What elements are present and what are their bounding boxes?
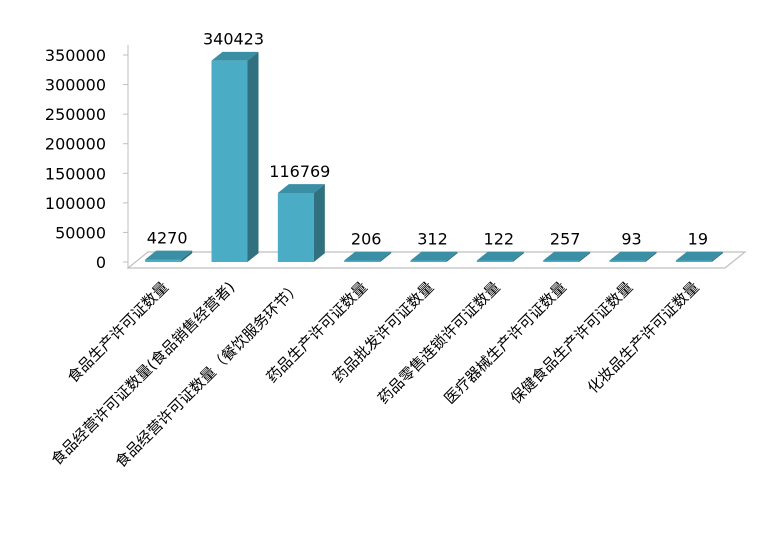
bar xyxy=(410,251,458,262)
bar-front xyxy=(476,260,513,262)
x-tick-label: 化妆品生产许可证数量 xyxy=(584,278,703,397)
bar-front xyxy=(145,259,182,262)
bar-top xyxy=(211,51,259,61)
bar-front xyxy=(410,260,447,262)
bar xyxy=(277,184,325,262)
bar-top xyxy=(410,251,458,261)
data-label: 340423 xyxy=(203,30,264,49)
bar-side xyxy=(247,51,259,263)
y-axis: 0 50000 100000 150000 200000 250000 300000 3500… xyxy=(45,45,129,272)
data-label: 4270 xyxy=(147,228,188,247)
bars xyxy=(145,51,723,263)
bar-side xyxy=(181,250,193,262)
data-labels: 4270 340423 116769 206 312 122 257 93 19 xyxy=(147,30,708,249)
bar-side xyxy=(380,251,392,262)
bar-front xyxy=(344,260,381,262)
bar xyxy=(145,250,193,262)
bar-side xyxy=(645,251,657,262)
bar xyxy=(476,251,524,262)
bar-top xyxy=(145,250,193,260)
bar-top xyxy=(543,251,591,261)
data-label: 116769 xyxy=(269,162,330,181)
data-label: 19 xyxy=(688,230,708,249)
bar-front xyxy=(277,192,314,262)
data-label: 93 xyxy=(621,230,641,249)
bar-top xyxy=(344,251,392,261)
bar xyxy=(675,251,723,262)
x-tick-label: 药品零售连锁许可证数量 xyxy=(374,278,503,407)
bar xyxy=(211,51,259,263)
y-tick-label: 50000 xyxy=(55,223,106,242)
data-label: 312 xyxy=(417,230,448,249)
bar xyxy=(543,251,591,262)
x-tick-label: 保健食品生产许可证数量 xyxy=(507,278,636,407)
y-tick-label: 300000 xyxy=(45,76,106,95)
y-tick-label: 100000 xyxy=(45,194,106,213)
data-label: 122 xyxy=(484,230,515,249)
bar-top xyxy=(675,251,723,261)
bar-top xyxy=(277,184,325,193)
bar-side xyxy=(446,251,458,262)
y-tick-label: 250000 xyxy=(45,105,106,124)
bar-front xyxy=(609,260,646,262)
bar-top xyxy=(476,251,524,261)
bar-side xyxy=(512,251,524,262)
y-tick-label: 350000 xyxy=(45,46,106,65)
y-tick-label: 200000 xyxy=(45,135,106,154)
bar-front xyxy=(543,260,580,262)
data-label: 257 xyxy=(550,230,581,249)
y-tick-label: 150000 xyxy=(45,164,106,183)
data-label: 206 xyxy=(351,230,382,249)
x-axis-labels: 食品生产许可证数量食品经营许可证数量(食品销售经营者)食品经营许可证数量（餐饮服… xyxy=(48,278,703,471)
y-tick-label: 0 xyxy=(96,253,106,272)
bar xyxy=(609,251,657,262)
bar-side xyxy=(579,251,591,262)
x-tick-label: 医疗器械生产许可证数量 xyxy=(441,278,570,407)
bar-front xyxy=(211,60,248,263)
bar-front xyxy=(675,260,712,262)
bar xyxy=(344,251,392,262)
bar-side xyxy=(711,251,723,262)
bar-top xyxy=(609,251,657,261)
bar-side xyxy=(313,184,325,262)
